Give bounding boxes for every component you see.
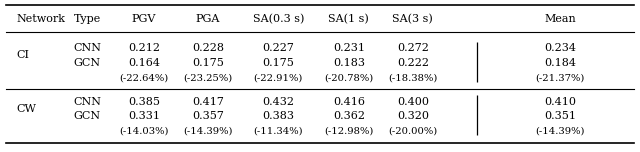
Text: 0.231: 0.231 <box>333 43 365 53</box>
Text: 0.331: 0.331 <box>128 111 160 121</box>
Text: 0.175: 0.175 <box>262 58 294 68</box>
Text: 0.222: 0.222 <box>397 58 429 68</box>
Text: 0.228: 0.228 <box>192 43 224 53</box>
Text: 0.362: 0.362 <box>333 111 365 121</box>
Text: (-23.25%): (-23.25%) <box>184 73 232 82</box>
Text: 0.432: 0.432 <box>262 97 294 107</box>
Text: 0.183: 0.183 <box>333 58 365 68</box>
Text: (-22.64%): (-22.64%) <box>120 73 168 82</box>
Text: 0.164: 0.164 <box>128 58 160 68</box>
Text: 0.272: 0.272 <box>397 43 429 53</box>
Text: 0.383: 0.383 <box>262 111 294 121</box>
Text: SA(3 s): SA(3 s) <box>392 14 433 24</box>
Text: 0.410: 0.410 <box>544 97 576 107</box>
Text: CNN: CNN <box>74 97 102 107</box>
Text: (-18.38%): (-18.38%) <box>388 73 438 82</box>
Text: CW: CW <box>16 104 36 114</box>
Text: GCN: GCN <box>74 111 100 121</box>
Text: 0.234: 0.234 <box>544 43 576 53</box>
Text: (-12.98%): (-12.98%) <box>324 127 374 136</box>
Text: 0.351: 0.351 <box>544 111 576 121</box>
Text: 0.416: 0.416 <box>333 97 365 107</box>
Text: 0.417: 0.417 <box>192 97 224 107</box>
Text: SA(0.3 s): SA(0.3 s) <box>253 14 304 24</box>
Text: 0.320: 0.320 <box>397 111 429 121</box>
Text: CNN: CNN <box>74 43 102 53</box>
Text: 0.227: 0.227 <box>262 43 294 53</box>
Text: Type: Type <box>74 14 101 24</box>
Text: (-20.78%): (-20.78%) <box>324 73 373 82</box>
Text: CI: CI <box>16 50 29 60</box>
Text: GCN: GCN <box>74 58 100 68</box>
Text: 0.357: 0.357 <box>192 111 224 121</box>
Text: (-11.34%): (-11.34%) <box>253 127 303 136</box>
Text: PGA: PGA <box>196 14 220 24</box>
Text: 0.175: 0.175 <box>192 58 224 68</box>
Text: 0.400: 0.400 <box>397 97 429 107</box>
Text: (-21.37%): (-21.37%) <box>535 73 585 82</box>
Text: (-14.39%): (-14.39%) <box>183 127 233 136</box>
Text: 0.385: 0.385 <box>128 97 160 107</box>
Text: (-14.39%): (-14.39%) <box>535 127 585 136</box>
Text: PGV: PGV <box>132 14 156 24</box>
Text: 0.184: 0.184 <box>544 58 576 68</box>
Text: (-14.03%): (-14.03%) <box>119 127 169 136</box>
Text: Mean: Mean <box>544 14 576 24</box>
Text: 0.212: 0.212 <box>128 43 160 53</box>
Text: Network: Network <box>16 14 65 24</box>
Text: (-22.91%): (-22.91%) <box>253 73 303 82</box>
Text: (-20.00%): (-20.00%) <box>388 127 437 136</box>
Text: SA(1 s): SA(1 s) <box>328 14 369 24</box>
